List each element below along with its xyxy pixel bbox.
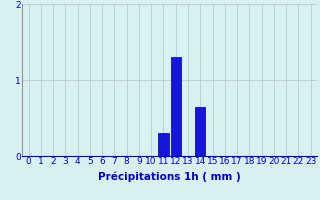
Bar — [195, 107, 205, 156]
Bar — [158, 133, 169, 156]
Bar — [171, 57, 181, 156]
X-axis label: Précipitations 1h ( mm ): Précipitations 1h ( mm ) — [98, 172, 241, 182]
